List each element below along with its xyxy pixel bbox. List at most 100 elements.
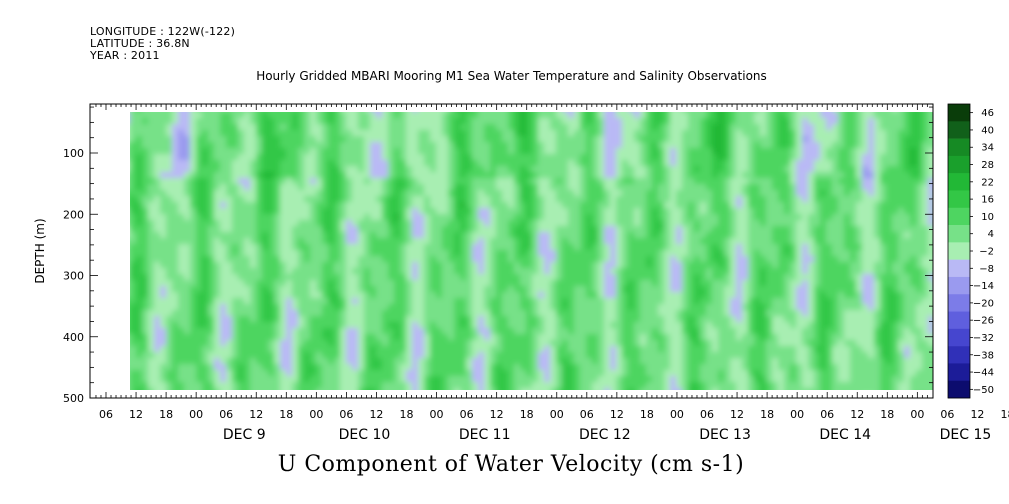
field-cell: [604, 226, 611, 233]
field-cell: [244, 274, 251, 281]
field-cell: [814, 268, 821, 275]
field-cell: [616, 256, 623, 263]
field-cell: [472, 244, 479, 251]
field-cell: [682, 304, 689, 311]
field-cell: [592, 124, 599, 131]
field-cell: [304, 274, 311, 281]
field-cell: [520, 262, 527, 269]
field-cell: [490, 172, 497, 179]
field-cell: [586, 304, 593, 311]
field-cell: [130, 226, 131, 233]
field-cell: [316, 178, 323, 185]
field-cell: [556, 208, 563, 215]
field-cell: [196, 196, 203, 203]
field-cell: [514, 262, 521, 269]
field-cell: [844, 238, 851, 245]
field-cell: [418, 256, 425, 263]
field-cell: [796, 118, 803, 125]
field-cell: [268, 124, 275, 131]
field-cell: [832, 184, 839, 191]
field-cell: [526, 172, 533, 179]
field-cell: [904, 232, 911, 239]
field-cell: [544, 130, 551, 137]
field-cell: [502, 280, 509, 287]
field-cell: [316, 112, 323, 113]
field-cell: [430, 250, 437, 257]
field-cell: [376, 292, 383, 299]
field-cell: [784, 154, 791, 161]
field-cell: [358, 130, 365, 137]
field-cell: [316, 244, 323, 251]
field-cell: [430, 280, 437, 287]
field-cell: [334, 304, 341, 311]
field-cell: [412, 190, 419, 197]
field-cell: [610, 310, 617, 317]
field-cell: [406, 124, 413, 131]
field-cell: [340, 136, 347, 143]
field-cell: [814, 112, 821, 119]
field-cell: [226, 322, 233, 329]
field-cell: [256, 190, 263, 197]
field-cell: [790, 304, 797, 311]
field-cell: [172, 112, 179, 113]
field-cell: [448, 112, 455, 119]
field-cell: [772, 316, 779, 323]
field-cell: [640, 160, 647, 167]
field-cell: [682, 250, 689, 257]
field-cell: [814, 274, 821, 281]
field-cell: [424, 274, 431, 281]
field-cell: [244, 136, 251, 143]
field-cell: [760, 232, 767, 239]
field-cell: [418, 310, 425, 317]
field-cell: [514, 166, 521, 173]
field-cell: [364, 220, 371, 227]
field-cell: [754, 298, 761, 305]
field-cell: [442, 292, 449, 299]
field-cell: [592, 322, 599, 329]
field-cell: [262, 232, 269, 239]
field-cell: [916, 286, 923, 293]
field-cell: [754, 280, 761, 287]
field-cell: [154, 298, 161, 305]
field-cell: [310, 124, 317, 131]
field-cell: [856, 154, 863, 161]
field-cell: [772, 202, 779, 209]
field-cell: [916, 268, 923, 275]
field-cell: [886, 280, 893, 287]
field-cell: [880, 166, 887, 173]
field-cell: [196, 172, 203, 179]
field-cell: [304, 142, 311, 149]
field-cell: [694, 184, 701, 191]
field-cell: [934, 166, 941, 173]
field-cell: [484, 244, 491, 251]
field-cell: [184, 292, 191, 299]
field-cell: [634, 298, 641, 305]
field-cell: [652, 232, 659, 239]
field-cell: [472, 310, 479, 317]
field-cell: [490, 202, 497, 209]
field-cell: [784, 202, 791, 209]
field-cell: [466, 214, 473, 221]
field-cell: [322, 250, 329, 257]
field-cell: [766, 268, 773, 275]
field-cell: [268, 142, 275, 149]
field-cell: [232, 172, 239, 179]
field-cell: [892, 160, 899, 167]
field-cell: [262, 166, 269, 173]
field-cell: [586, 208, 593, 215]
field-cell: [568, 118, 575, 125]
field-cell: [670, 298, 677, 305]
field-cell: [826, 178, 833, 185]
field-cell: [424, 316, 431, 323]
field-cell: [340, 208, 347, 215]
field-cell: [850, 304, 857, 311]
field-cell: [898, 280, 905, 287]
field-cell: [646, 214, 653, 221]
field-cell: [244, 220, 251, 227]
field-cell: [358, 298, 365, 305]
field-cell: [244, 190, 251, 197]
field-cell: [898, 160, 905, 167]
field-cell: [130, 130, 137, 137]
field-cell: [220, 286, 227, 293]
field-cell: [688, 202, 695, 209]
